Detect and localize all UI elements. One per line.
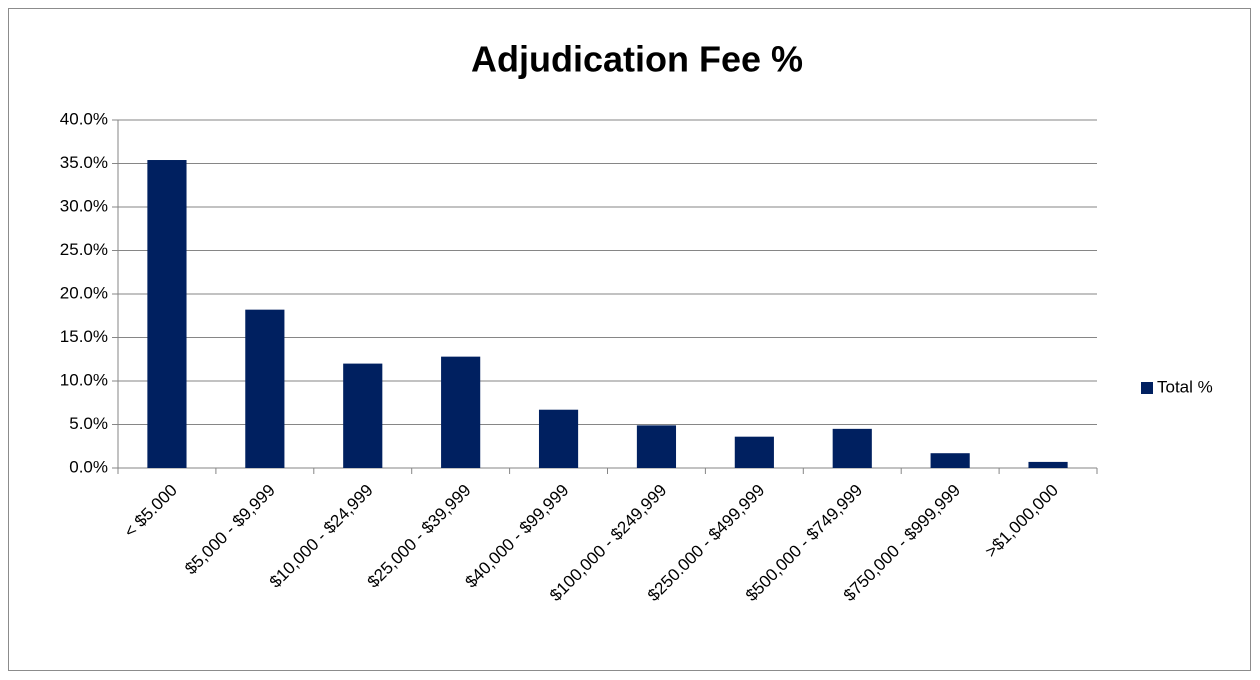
bar [245,309,285,468]
legend-swatch [1141,382,1153,394]
y-tick-label: 15.0% [60,327,108,346]
y-tick-label: 30.0% [60,196,108,215]
bar [147,160,187,468]
bar [538,409,579,468]
y-tick-label: 20.0% [60,283,108,302]
y-tick-label: 5.0% [69,414,108,433]
chart-title: Adjudication Fee % [471,39,803,80]
legend-label: Total % [1157,377,1213,396]
y-tick-label: 10.0% [60,370,108,389]
y-tick-label: 25.0% [60,240,108,259]
bar [1028,461,1068,468]
bar [734,436,774,468]
bar [636,425,677,468]
chart-border [8,8,1251,671]
bar [343,363,383,468]
y-tick-label: 35.0% [60,153,108,172]
y-tick-label: 40.0% [60,109,108,128]
bar [832,428,872,468]
bar [930,453,970,468]
y-tick-label: 0.0% [69,457,108,476]
bar [441,356,481,468]
